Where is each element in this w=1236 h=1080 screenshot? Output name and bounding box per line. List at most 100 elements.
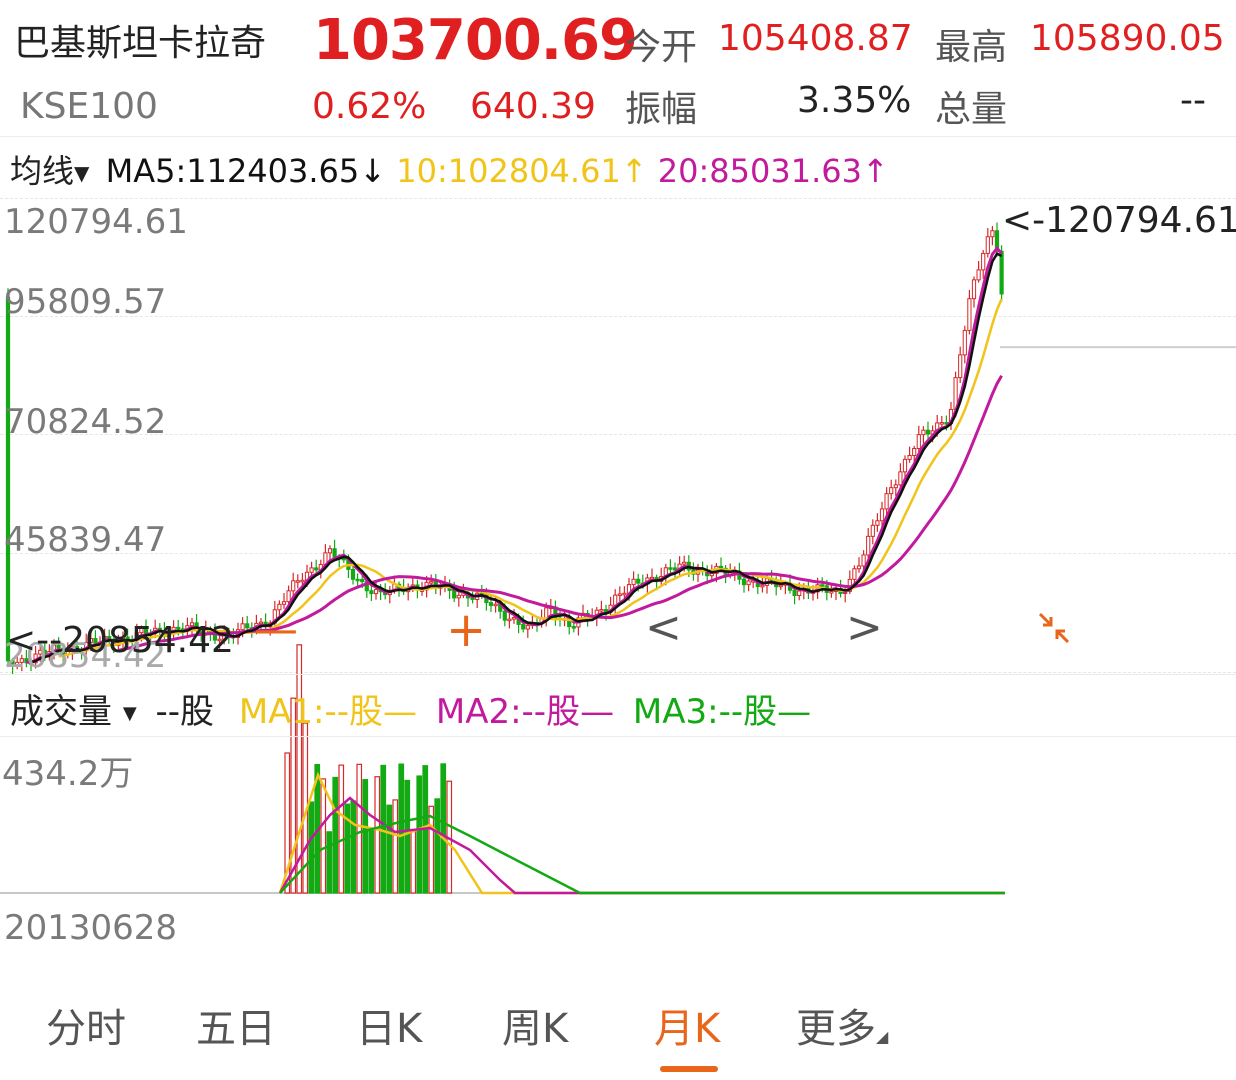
zoom-in-button[interactable]: + xyxy=(446,602,487,658)
candle-body xyxy=(866,535,871,556)
candle-body xyxy=(502,610,507,621)
dropdown-icon: ▼ xyxy=(122,703,137,724)
volume-bar xyxy=(332,776,339,894)
candle-body xyxy=(649,576,655,580)
volume-bar xyxy=(320,778,327,894)
candle-body xyxy=(314,567,319,571)
volume-bar xyxy=(344,803,351,894)
candle-body xyxy=(355,578,360,582)
ma-line xyxy=(30,252,1003,664)
volume-bar xyxy=(440,763,447,894)
volume-bar xyxy=(410,828,417,894)
tab-monthly-k[interactable]: 月K xyxy=(654,1006,721,1052)
candle-body xyxy=(617,593,622,596)
candle-body xyxy=(792,589,797,597)
high-marker: <-120794.61 xyxy=(1002,200,1236,241)
candle-body xyxy=(884,493,889,510)
candle-body xyxy=(981,252,986,271)
amplitude-label: 振幅 xyxy=(625,89,698,130)
candle-body xyxy=(889,487,894,495)
volume-bar xyxy=(350,800,357,894)
high-value: 105890.05 xyxy=(1030,18,1225,59)
volume-total-label: 总量 xyxy=(935,89,1008,130)
grid-line xyxy=(0,434,1236,435)
candle-body xyxy=(258,621,264,625)
candle-body xyxy=(327,548,333,554)
volume-bar xyxy=(368,830,375,894)
vol-ma1: MA1:--股— xyxy=(238,692,418,732)
divider xyxy=(0,736,1236,737)
candle-body xyxy=(999,250,1004,295)
stock-code: KSE100 xyxy=(20,86,158,127)
candle-body xyxy=(507,618,512,622)
volume-bar xyxy=(386,804,393,894)
volume-ma-line xyxy=(279,814,1005,895)
candle-body xyxy=(916,434,921,450)
candle-body xyxy=(456,594,461,599)
high-label: 最高 xyxy=(935,27,1008,68)
ma-selector[interactable]: 均线▼ xyxy=(10,152,90,190)
volume-bar xyxy=(398,763,405,894)
candle-body xyxy=(939,422,944,425)
candle-body xyxy=(902,458,908,473)
candle-body xyxy=(176,626,181,630)
tab-intraday[interactable]: 分时 xyxy=(46,1006,126,1052)
candle-body xyxy=(990,230,995,238)
volume-bar xyxy=(290,697,297,894)
ma20-value: 20:85031.63↑ xyxy=(657,152,889,190)
volume-bar xyxy=(434,798,441,894)
ma-legend: 均线▼ MA5:112403.65↓ 10:102804.61↑ 20:8503… xyxy=(10,146,889,192)
volume-bar xyxy=(356,763,363,894)
candle-body xyxy=(613,594,618,606)
candle-body xyxy=(856,565,862,570)
volume-bar xyxy=(374,776,381,894)
scroll-left-button[interactable]: < xyxy=(645,602,682,653)
grid-line xyxy=(0,553,1236,554)
tab-weekly-k[interactable]: 周K xyxy=(502,1006,569,1052)
candle-body xyxy=(488,602,494,606)
candle-body xyxy=(93,638,98,644)
candle-body xyxy=(277,603,282,611)
candle-body xyxy=(360,578,365,583)
zoom-out-button[interactable]: — xyxy=(254,604,298,655)
candle-body xyxy=(281,601,287,605)
candle-body xyxy=(341,557,346,561)
candle-body xyxy=(544,607,549,619)
tab-five-day[interactable]: 五日 xyxy=(196,1006,276,1052)
scroll-right-button[interactable]: > xyxy=(846,602,883,653)
tab-daily-k[interactable]: 日K xyxy=(356,1006,423,1052)
volume-bar xyxy=(362,779,369,894)
candle-body xyxy=(898,471,903,486)
price-axis-label: 70824.52 xyxy=(4,402,167,442)
volume-legend: 成交量 ▼ --股 MA1:--股— MA2:--股— MA3:--股— xyxy=(10,684,811,733)
divider xyxy=(0,136,1236,137)
candle-body xyxy=(571,626,576,629)
candle-body xyxy=(373,588,379,595)
vol-ma3: MA3:--股— xyxy=(632,692,812,732)
candle-body xyxy=(962,329,967,356)
change-percent: 0.62% xyxy=(312,86,427,127)
price-axis-label: 120794.61 xyxy=(4,202,188,242)
grid-line xyxy=(0,672,1236,673)
candle-body xyxy=(875,520,880,526)
candle-body xyxy=(350,568,356,580)
volume-selector[interactable]: 成交量 ▼ xyxy=(10,692,137,732)
candle-body xyxy=(493,603,498,607)
ma-line xyxy=(26,246,1003,665)
candle-body xyxy=(879,508,885,522)
candle-body xyxy=(599,609,604,612)
candle-body xyxy=(309,567,314,573)
low-marker: <--20854.42 xyxy=(6,620,234,661)
candle-body xyxy=(525,625,530,630)
candle-body xyxy=(925,429,931,435)
candle-body xyxy=(682,561,687,565)
candle-body xyxy=(19,658,24,663)
volume-ma-line xyxy=(278,771,1005,895)
grid-line xyxy=(0,198,1236,199)
candle-body xyxy=(88,638,93,643)
tab-more[interactable]: 更多◢ xyxy=(796,1006,889,1052)
current-price: 103700.69 xyxy=(313,8,638,73)
volume-bar xyxy=(338,764,345,894)
shrink-arrows-icon[interactable] xyxy=(1036,610,1072,646)
